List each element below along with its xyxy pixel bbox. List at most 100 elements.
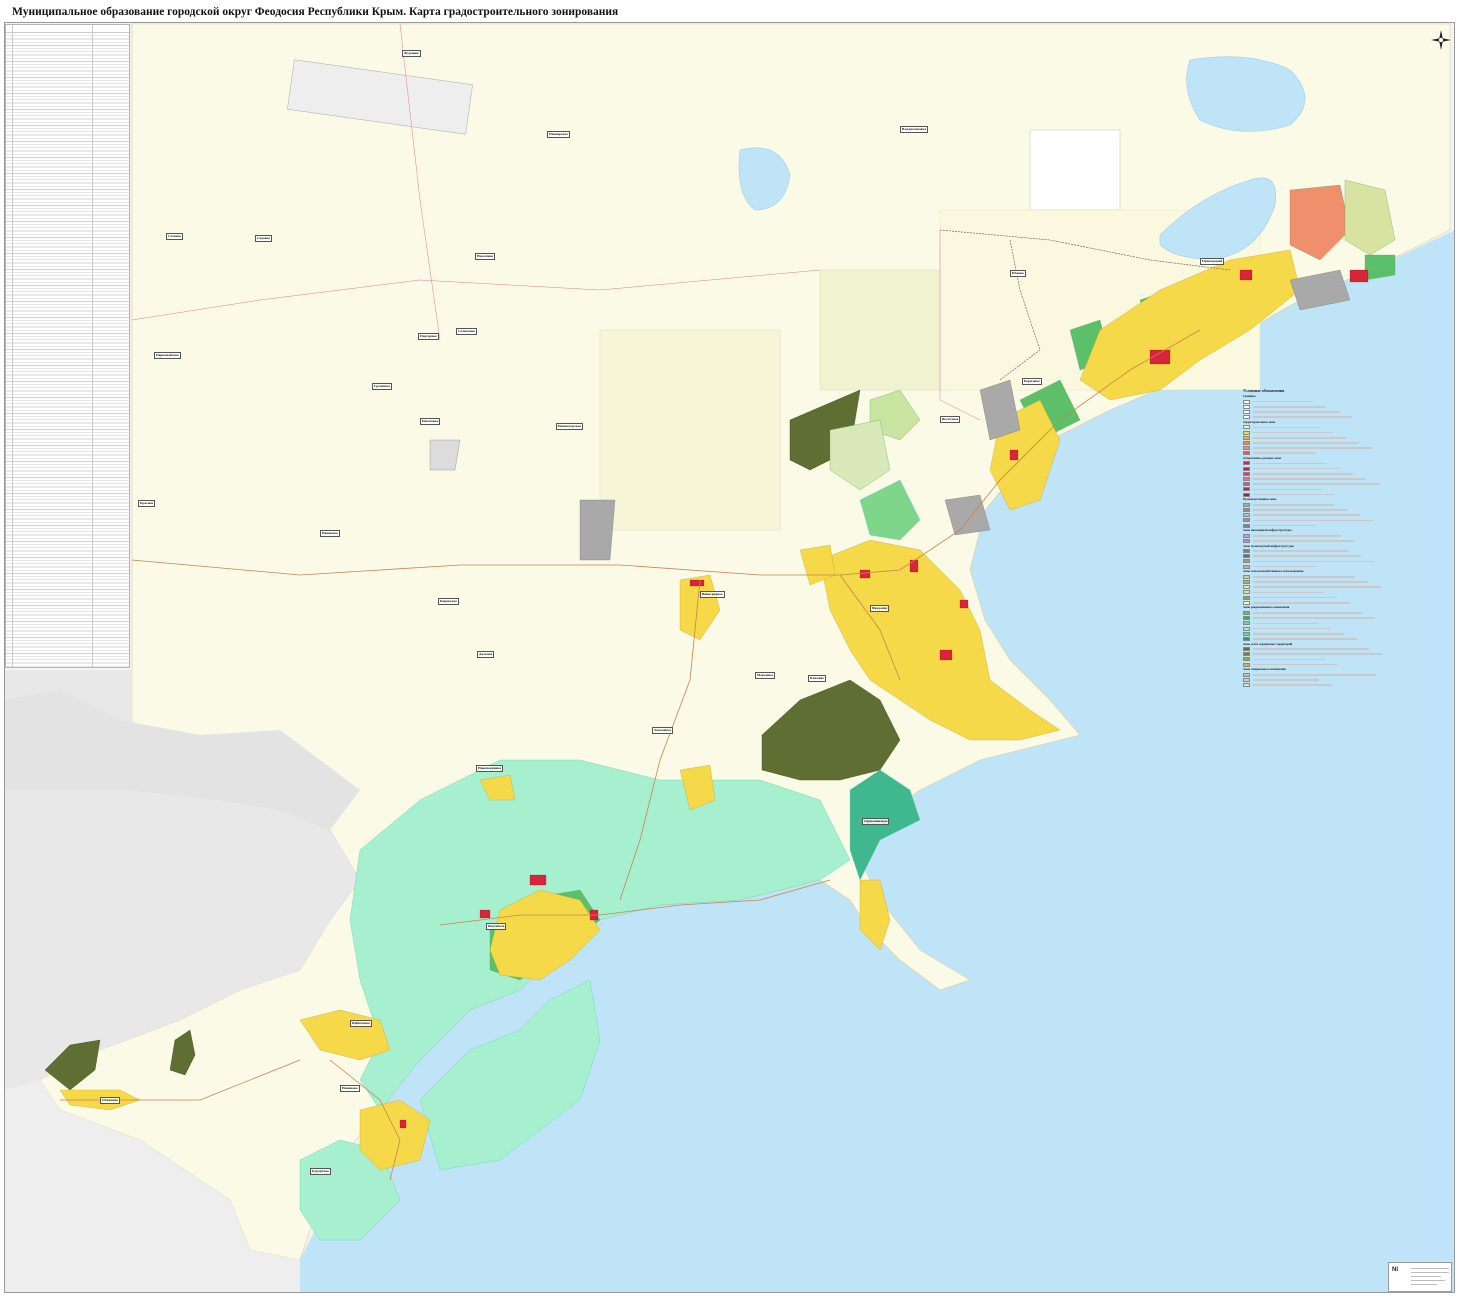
title-block: NI	[1388, 1262, 1452, 1292]
legend-row	[1243, 647, 1413, 652]
legend-section-3: Производственные зоны	[1243, 497, 1277, 502]
legend-swatch	[1243, 538, 1250, 543]
place-label-solnechnoe: Солнечное	[456, 328, 477, 335]
legend-row	[1243, 600, 1413, 605]
legend-swatch	[1243, 610, 1250, 615]
zone-table-header	[6, 25, 129, 33]
legend-swatch	[1243, 513, 1250, 518]
legend-text-line	[1253, 560, 1374, 563]
legend-swatch	[1243, 477, 1250, 482]
title-block-line	[1411, 1284, 1437, 1286]
place-label-feodosiya: Феодосия	[870, 605, 890, 612]
title-block-line	[1411, 1272, 1449, 1274]
legend-row	[1243, 399, 1413, 404]
zoning-map[interactable]	[4, 22, 1455, 1293]
legend-text-line	[1253, 565, 1317, 568]
legend-swatch	[1243, 574, 1250, 579]
legend-text-line	[1253, 519, 1373, 522]
legend-swatch	[1243, 590, 1250, 595]
legend-swatch	[1243, 683, 1250, 688]
legend-row	[1243, 404, 1413, 409]
place-label-nasypnoe: Насыпное	[475, 253, 496, 260]
legend-swatch	[1243, 585, 1250, 590]
legend-text-line	[1253, 411, 1339, 413]
north-lake	[1186, 56, 1306, 132]
legend-text-line	[1253, 648, 1369, 650]
legend-swatch	[1243, 533, 1250, 538]
legend-text-line	[1253, 467, 1340, 470]
legend-text-line	[1253, 436, 1346, 439]
legend-swatch	[1243, 507, 1250, 512]
place-label-izyumovka: Изюмовка	[420, 418, 441, 425]
legend-row	[1243, 574, 1413, 579]
place-label-kirovskoe: Кировское	[438, 598, 459, 605]
map-frame	[4, 22, 1455, 1293]
legend-swatch	[1243, 600, 1250, 605]
legend-row	[1243, 590, 1413, 595]
place-label-dalnee: Дальнее	[477, 651, 495, 658]
legend-text-line	[1253, 632, 1344, 635]
place-label-krasnoe: Красное	[138, 500, 156, 507]
legend-row	[1243, 502, 1413, 507]
legend-text-line	[1253, 586, 1381, 589]
title-block-line	[1411, 1268, 1449, 1270]
legend-text-line	[1253, 514, 1360, 516]
legend-row	[1243, 672, 1413, 677]
legend-row	[1243, 549, 1413, 554]
aktash-lake	[1159, 177, 1277, 260]
legend-swatch	[1243, 647, 1250, 652]
legend-swatch	[1243, 492, 1250, 497]
legend-text-line	[1253, 405, 1326, 408]
zone-table-rows	[6, 33, 129, 667]
title-block-line	[1411, 1280, 1445, 1282]
place-label-zhuravki: Журавки	[402, 50, 421, 57]
place-label-pervomayskoe: Первомайское	[154, 352, 181, 359]
place-label-vladislavovka: Владиславовка	[900, 126, 929, 133]
legend-swatch	[1243, 626, 1250, 631]
agricultural-fields	[287, 59, 1261, 531]
legend-row	[1243, 662, 1413, 667]
legend-text-line	[1253, 473, 1353, 475]
legend-row	[1243, 471, 1413, 476]
legend-swatch	[1243, 482, 1250, 487]
legend-text-line	[1253, 627, 1331, 630]
legend-swatch	[1243, 466, 1250, 471]
legend-text-line	[1253, 488, 1322, 491]
place-label-stepnoe: Степное	[166, 233, 184, 240]
legend-text-line	[1253, 534, 1341, 537]
zone-table-legend	[5, 24, 130, 668]
legend-text-line	[1253, 509, 1347, 511]
legend-swatch	[1243, 404, 1250, 409]
legend-text-line	[1253, 663, 1338, 666]
legend-row	[1243, 461, 1413, 466]
legend-section-6: Зоны сельскохозяйственного использования	[1243, 569, 1304, 574]
legend-row	[1243, 430, 1413, 435]
legend-text-line	[1253, 658, 1325, 661]
legend-row	[1243, 631, 1413, 636]
legend-row	[1243, 559, 1413, 564]
legend-swatch	[1243, 621, 1250, 626]
compass-rose-icon	[1431, 30, 1451, 50]
legend-row	[1243, 415, 1413, 420]
legend-row	[1243, 518, 1413, 523]
legend-row	[1243, 554, 1413, 559]
place-label-novopokrovka: Новопокровка	[476, 765, 503, 772]
district-boundaries	[131, 23, 981, 421]
legend-row	[1243, 482, 1413, 487]
forest-zones	[44, 389, 901, 1091]
place-label-otvazhnoe: Отважное	[100, 1097, 120, 1104]
legend-swatch	[1243, 554, 1250, 559]
legend-swatch	[1243, 662, 1250, 667]
place-label-shchebetovka: Щебетовка	[350, 1020, 372, 1027]
legend-text-line	[1253, 524, 1316, 527]
legend-row	[1243, 683, 1413, 688]
legend-row	[1243, 513, 1413, 518]
legend-swatch	[1243, 471, 1250, 476]
public-zones	[399, 269, 1369, 1129]
legend-swatch	[1243, 399, 1250, 404]
legend-text-line	[1253, 576, 1355, 578]
place-label-ivanovka: Ивановка	[320, 530, 340, 537]
place-label-beregovoe: Береговое	[1022, 378, 1042, 385]
legend-row	[1243, 636, 1413, 641]
residential-zones	[59, 249, 1301, 1171]
